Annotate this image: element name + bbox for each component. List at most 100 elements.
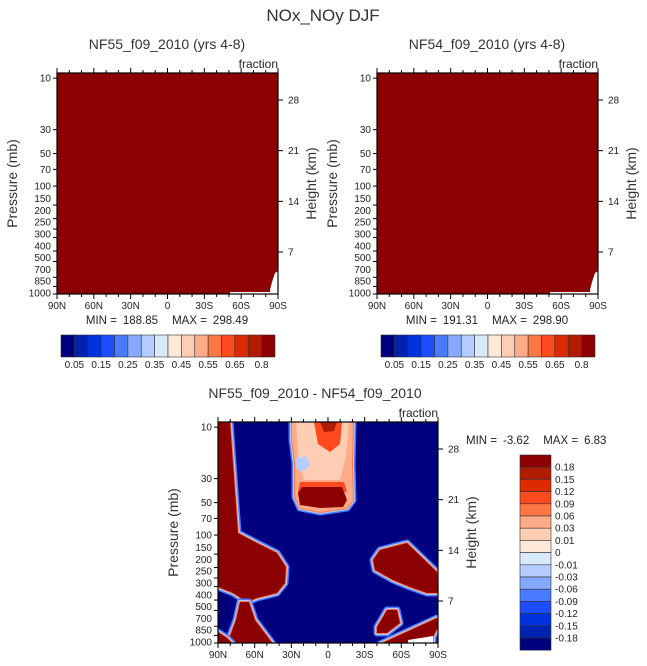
min-max-readout: MIN = -3.62 MAX = 6.83 [466, 435, 606, 447]
colorbar-swatch [487, 334, 502, 358]
units-label: fraction [239, 57, 278, 71]
tropics-band-2 [314, 422, 342, 452]
colorbar-swatch [127, 334, 142, 358]
y-tick-label: 1000 [349, 289, 372, 300]
y-tick-label: 300 [34, 230, 51, 241]
x-tick-label: 30S [356, 650, 374, 661]
y2-tick-label: 21 [608, 146, 620, 157]
x-tick-label: 90S [589, 301, 607, 312]
colorbar-swatch [474, 334, 489, 358]
colorbar-label: 0.15 [555, 475, 575, 486]
y2-tick-label: 7 [608, 248, 614, 259]
x-tick-label: 60N [405, 301, 423, 312]
max-value: 298.49 [213, 315, 248, 327]
y-tick-label: 400 [195, 590, 212, 601]
min-label: MIN = [466, 435, 497, 447]
x-tick-label: 60S [232, 301, 250, 312]
colorbar-label: 0.35 [145, 360, 165, 371]
y-tick-label: 70 [360, 165, 372, 176]
colorbar-swatch [394, 334, 409, 358]
field-fill [57, 73, 278, 294]
colorbar-swatch [460, 334, 475, 358]
y2-axis-title: Height (km) [623, 147, 639, 219]
min-max-readout: MIN = 188.85 MAX = 298.49 [86, 315, 248, 327]
x-tick-label: 60N [245, 650, 263, 661]
units-label: fraction [559, 57, 598, 71]
x-tick-label: 30N [441, 301, 459, 312]
colorbar-label: -0.01 [555, 560, 578, 571]
panel-title: NF54_f09_2010 (yrs 4-8) [409, 36, 565, 52]
colorbar-swatch [167, 334, 182, 358]
y-tick-label: 300 [354, 230, 371, 241]
contour-field [377, 73, 598, 294]
y-tick-label: 100 [34, 182, 51, 193]
contour-field [57, 73, 278, 294]
y-tick-label: 150 [354, 194, 371, 205]
y-tick-label: 100 [354, 182, 371, 193]
colorbar-swatch [554, 334, 569, 358]
max-label: MAX = [492, 315, 527, 327]
y2-tick-label: 21 [448, 495, 460, 506]
colorbar-label: 0.25 [118, 360, 138, 371]
y-tick-label: 10 [360, 74, 372, 85]
panel-title: NF55_f09_2010 (yrs 4-8) [89, 36, 245, 52]
colorbar-swatch [407, 334, 422, 358]
y-tick-label: 10 [40, 74, 52, 85]
y-tick-label: 1000 [190, 638, 213, 649]
x-tick-label: 0 [165, 301, 171, 312]
colorbar-swatch [567, 334, 582, 358]
colorbar-swatch [519, 466, 552, 480]
tropics-negative-patch [296, 456, 310, 472]
y2-tick-label: 14 [608, 197, 620, 208]
y-tick-label: 200 [354, 206, 371, 217]
colorbar-swatch [519, 515, 552, 529]
colorbar-swatch [181, 334, 196, 358]
y-tick-label: 700 [354, 265, 371, 276]
colorbar-swatch [247, 334, 262, 358]
x-tick-label: 90N [368, 301, 386, 312]
x-tick-label: 30S [515, 301, 533, 312]
panel-title: NF55_f09_2010 - NF54_f09_2010 [208, 385, 421, 401]
y-tick-label: 30 [40, 125, 52, 136]
colorbar-label: 0.65 [225, 360, 245, 371]
colorbar: 0.180.150.120.090.060.030.010-0.01-0.03-… [519, 454, 578, 651]
y-tick-label: 250 [354, 218, 371, 229]
y-tick-label: 850 [195, 626, 212, 637]
colorbar-swatch [541, 334, 556, 358]
units-label: fraction [399, 406, 438, 420]
colorbar-swatch [447, 334, 462, 358]
y-tick-label: 70 [201, 514, 213, 525]
min-value: 188.85 [123, 315, 158, 327]
y-tick-label: 50 [360, 149, 372, 160]
colorbar-swatch [140, 334, 155, 358]
colorbar-swatch [420, 334, 435, 358]
y-tick-label: 700 [34, 265, 51, 276]
tropics-core-top [320, 422, 337, 432]
y-tick-label: 70 [40, 165, 52, 176]
colorbar-label: -0.12 [555, 609, 578, 620]
y-tick-label: 100 [195, 531, 212, 542]
positive-region-nh-lower [227, 602, 273, 643]
y-tick-label: 400 [354, 241, 371, 252]
x-tick-label: 90S [429, 650, 447, 661]
y2-tick-label: 14 [288, 197, 300, 208]
colorbar-swatch [519, 527, 552, 541]
y2-tick-label: 7 [448, 597, 454, 608]
field-fill [377, 73, 598, 294]
y2-tick-label: 28 [608, 95, 620, 106]
y2-tick-label: 7 [288, 248, 294, 259]
colorbar-swatch [514, 334, 529, 358]
plot-panel-1: NF55_f09_2010 (yrs 4-8) fraction 90N 60N 30N… [4, 36, 319, 371]
tropics-core-bottom [298, 487, 347, 508]
y-axis-title: Pressure (mb) [4, 139, 20, 228]
y-tick-label: 400 [34, 241, 51, 252]
x-tick-label: 30N [282, 650, 300, 661]
y-tick-label: 200 [195, 555, 212, 566]
y2-tick-label: 14 [448, 546, 460, 557]
colorbar-swatch [519, 479, 552, 492]
colorbar-label: 0.01 [555, 536, 575, 547]
y2-tick-label: 28 [448, 444, 460, 455]
y-tick-label: 10 [201, 423, 213, 434]
x-tick-label: 60N [85, 301, 103, 312]
colorbar-swatch [87, 334, 102, 358]
